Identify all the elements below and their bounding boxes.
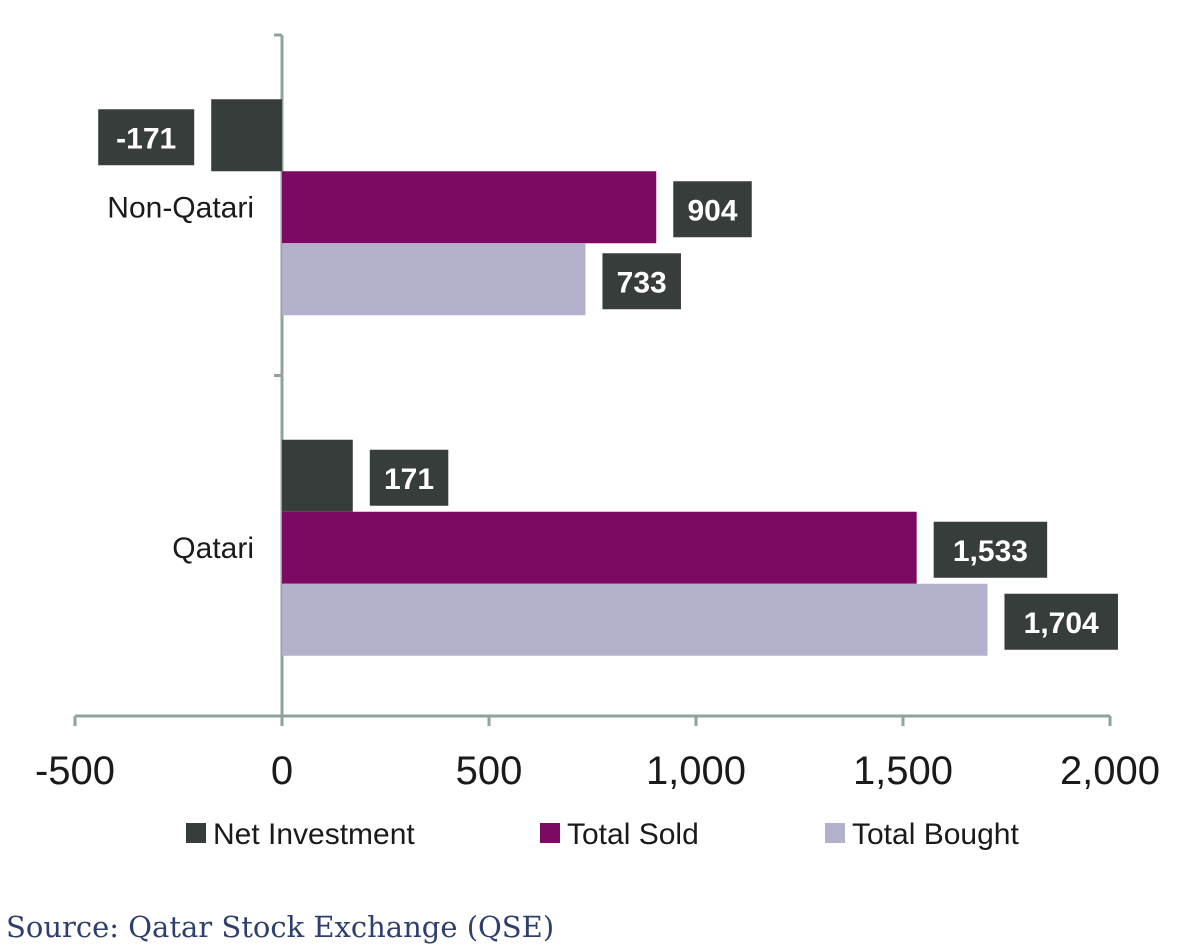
data-label-box [1004, 593, 1118, 650]
data-label-box [602, 253, 681, 310]
data-labels: Non-Qatari -171 904 733 Qatari 171 1,533 1,704 [98, 109, 1118, 650]
bar [282, 171, 657, 244]
x-tick-label: 2,000 [1060, 749, 1160, 793]
bar [282, 439, 353, 512]
bar [211, 99, 282, 172]
data-label: -171 [116, 122, 176, 155]
data-label-box [673, 181, 752, 238]
x-tick-label: 0 [271, 749, 293, 793]
data-label-box [369, 449, 449, 506]
legend-label: Total Sold [567, 818, 699, 851]
data-label: 1,704 [1024, 607, 1099, 640]
data-label: 171 [384, 463, 434, 496]
bar [282, 243, 586, 316]
category-label: Non-Qatari [107, 191, 254, 224]
data-label: 733 [617, 266, 667, 299]
legend-swatch [825, 823, 845, 843]
legend-swatch [186, 823, 206, 843]
legend: Net Investment Total Sold Total Bought [186, 818, 1019, 851]
category-label: Qatari [172, 532, 254, 565]
legend-label: Total Bought [852, 818, 1019, 851]
x-tick-label: -500 [35, 749, 115, 793]
bar-chart: -500 0 500 1,000 1,500 2,000 Non-Qatari -171 90… [35, 33, 1160, 851]
x-tick-label: 500 [456, 749, 523, 793]
bar [282, 583, 988, 656]
data-label-box [933, 521, 1048, 578]
data-label: 904 [687, 194, 737, 227]
data-label-box [98, 109, 195, 166]
data-label: 1,533 [953, 535, 1028, 568]
bars [211, 99, 988, 656]
bar [282, 511, 917, 584]
legend-label: Net Investment [213, 818, 415, 851]
axes: -500 0 500 1,000 1,500 2,000 [35, 33, 1160, 793]
legend-swatch [540, 823, 560, 843]
x-tick-label: 1,500 [853, 749, 953, 793]
x-tick-label: 1,000 [646, 749, 746, 793]
source-note: Source: Qatar Stock Exchange (QSE) [6, 910, 555, 944]
